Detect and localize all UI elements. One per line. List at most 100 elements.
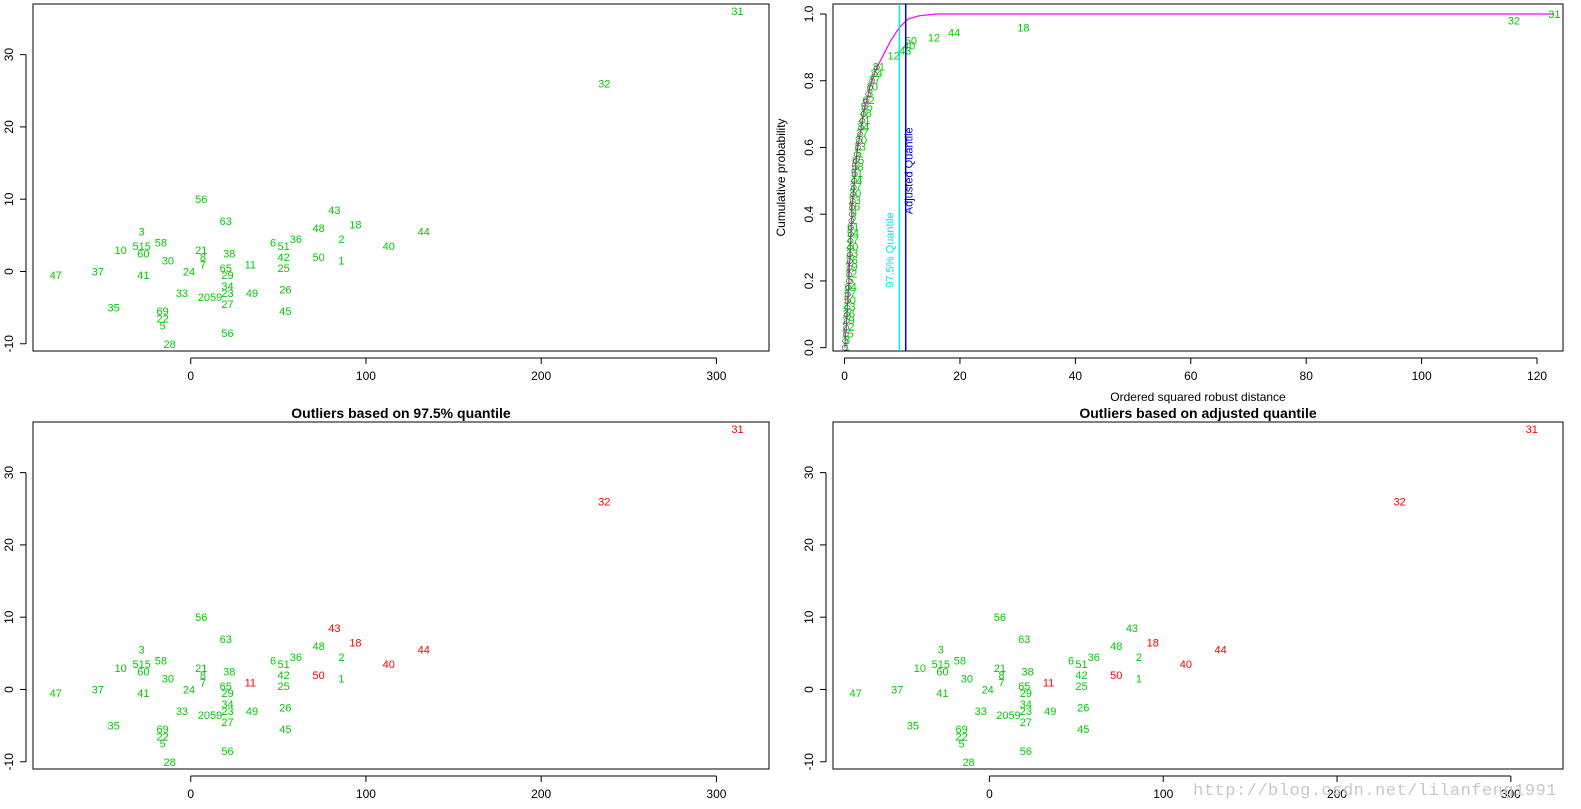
cdf-point-marker [843, 324, 850, 331]
point-label: 22 [955, 731, 967, 743]
cdf-point-marker [846, 258, 853, 264]
y-tick-label: -10 [2, 753, 16, 771]
cdf-point-marker [865, 91, 872, 97]
cdf-point-marker [853, 158, 859, 164]
y-tick-label: 30 [2, 466, 16, 480]
cdf-point-label: 34 [857, 121, 869, 133]
y-tick-label: 0.2 [802, 272, 816, 289]
point-label: 44 [418, 645, 430, 657]
cdf-point-label: 41 [858, 115, 870, 127]
cdf-point-marker [843, 318, 850, 324]
point-label: 25 [277, 263, 289, 275]
cdf-labeled-point: 12 [928, 32, 940, 44]
point-label: 10 [114, 245, 126, 257]
cdf-point-label: 5 [848, 275, 854, 287]
point-label: 50 [313, 670, 325, 682]
point-label: 26 [1077, 703, 1089, 715]
point-label: 26 [279, 703, 291, 715]
cdf-point-marker [844, 304, 851, 311]
cdf-point-label: 50 [844, 295, 856, 307]
point-label: 34 [221, 281, 233, 293]
point-label: 29 [1020, 688, 1032, 700]
point-label: 29 [221, 688, 233, 700]
point-label: 49 [246, 288, 258, 300]
point-label: 30 [162, 674, 174, 686]
cdf-point-label: 48 [859, 108, 871, 120]
point-label: 51 [277, 241, 289, 253]
point-label: 69 [157, 724, 169, 736]
point-label: 32 [598, 497, 610, 509]
point-label: 48 [313, 641, 325, 653]
cdf-point-marker [861, 104, 868, 111]
cdf-point-marker [857, 131, 863, 137]
cdf-point-label: 17 [868, 75, 880, 87]
point-label: 28 [164, 339, 176, 351]
cdf-point-marker [842, 344, 848, 351]
point-label: 49 [246, 706, 258, 718]
point-label: 60 [137, 248, 149, 260]
point-label: 56 [994, 612, 1006, 624]
point-label: 2059 [996, 710, 1020, 722]
point-label: 5 [959, 739, 965, 751]
cdf-curve [844, 13, 1555, 348]
point-label: 60 [936, 666, 948, 678]
point-label: 2059 [198, 710, 222, 722]
point-label: 42 [1075, 670, 1087, 682]
plot-frame [832, 3, 1564, 352]
cdf-point-marker [850, 184, 857, 191]
point-label: 2 [338, 652, 344, 664]
cdf-point-marker [860, 111, 867, 117]
cdf-point-label: 31 [873, 61, 885, 73]
cdf-point-label: 54 [847, 228, 859, 240]
point-label: 43 [328, 623, 340, 635]
cdf-point-marker [847, 244, 854, 251]
x-tick-label: 300 [1501, 787, 1521, 801]
cdf-point-label: 6 [856, 148, 862, 160]
point-label: 65 [220, 263, 232, 275]
y-tick-label: 0 [2, 686, 16, 693]
point-label: 1 [338, 256, 344, 268]
point-label: 28 [962, 757, 974, 769]
cdf-point-marker [852, 171, 858, 177]
cdf-point-label: 55 [861, 101, 873, 113]
x-tick-label: 80 [1300, 369, 1314, 383]
x-tick-label: 0 [187, 787, 194, 801]
plot-frame [32, 3, 770, 352]
x-tick-label: 100 [1153, 787, 1173, 801]
point-label: 1 [1136, 674, 1142, 686]
y-tick-label: 1.0 [802, 5, 816, 22]
cdf-point-marker [847, 238, 854, 244]
point-label: 5 [160, 321, 166, 333]
point-label: 42 [277, 252, 289, 264]
x-tick-label: 300 [706, 369, 726, 383]
cdf-point-marker [848, 224, 854, 231]
point-label: 30 [162, 256, 174, 268]
point-label: 36 [1088, 652, 1100, 664]
point-label: 18 [349, 219, 361, 231]
panel-3: 0 100 200 300 -10 0 10 20 30 Outliers based on 97… [2, 405, 770, 801]
point-label: 58 [954, 656, 966, 668]
y-tick-label: 20 [802, 538, 816, 552]
point-label: 56 [221, 328, 233, 340]
cdf-point-label: 58 [851, 161, 863, 173]
point-label: 43 [328, 205, 340, 217]
point-label: 36 [290, 234, 302, 246]
point-label: 22 [157, 313, 169, 325]
point-label: 8 [200, 670, 206, 682]
cdf-point-label: 13 [854, 141, 866, 153]
y-tick-label: 10 [2, 610, 16, 624]
cdf-point-label: 57 [844, 288, 856, 300]
cdf-labeled-point: 18 [1017, 22, 1029, 34]
point-label: 6 [270, 238, 276, 250]
cdf-point-marker [842, 331, 849, 338]
cdf-point-label: 62 [862, 95, 874, 107]
point-label: 65 [1018, 681, 1030, 693]
point-label: 18 [349, 637, 361, 649]
point-label: 7 [200, 677, 206, 689]
point-label: 60 [137, 666, 149, 678]
point-label: 63 [1018, 634, 1030, 646]
point-label: 41 [137, 270, 149, 282]
y-tick-label: 0.8 [802, 72, 816, 89]
